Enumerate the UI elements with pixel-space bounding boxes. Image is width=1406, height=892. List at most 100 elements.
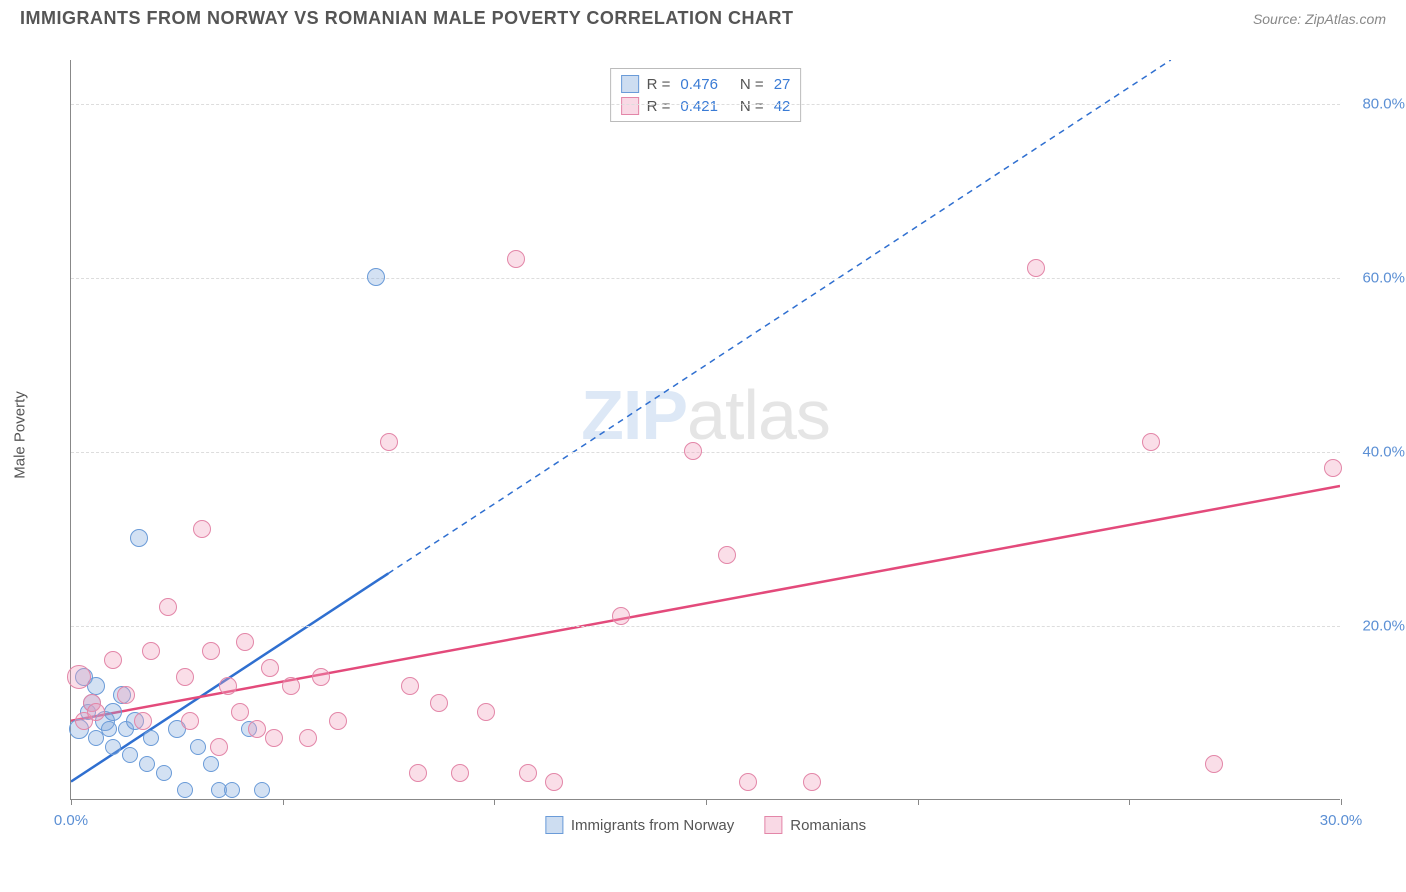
- scatter-point-romanians: [142, 642, 160, 660]
- scatter-point-romanians: [236, 633, 254, 651]
- gridline: [71, 452, 1340, 453]
- scatter-point-norway: [224, 782, 240, 798]
- chart-container: Male Poverty ZIPatlas R = 0.476 N = 27 R…: [50, 50, 1370, 820]
- scatter-point-romanians: [1142, 433, 1160, 451]
- legend-row-romanians: R = 0.421 N = 42: [621, 95, 791, 117]
- scatter-point-romanians: [282, 677, 300, 695]
- scatter-point-romanians: [545, 773, 563, 791]
- n-label: N =: [740, 76, 764, 93]
- xtick: [71, 799, 72, 805]
- scatter-point-norway: [190, 739, 206, 755]
- chart-title: IMMIGRANTS FROM NORWAY VS ROMANIAN MALE …: [20, 8, 794, 29]
- scatter-point-romanians: [104, 651, 122, 669]
- scatter-point-norway: [203, 756, 219, 772]
- scatter-point-romanians: [202, 642, 220, 660]
- swatch-pink-icon: [764, 816, 782, 834]
- scatter-point-norway: [104, 703, 122, 721]
- gridline: [71, 278, 1340, 279]
- scatter-point-romanians: [1205, 755, 1223, 773]
- scatter-point-norway: [122, 747, 138, 763]
- ytick-label: 40.0%: [1362, 443, 1405, 460]
- trend-lines-svg: [71, 60, 1340, 799]
- scatter-point-romanians: [612, 607, 630, 625]
- scatter-point-romanians: [477, 703, 495, 721]
- scatter-point-romanians: [176, 668, 194, 686]
- r-label: R =: [647, 76, 671, 93]
- plot-area: ZIPatlas R = 0.476 N = 27 R = 0.421 N = …: [70, 60, 1340, 800]
- scatter-point-norway: [367, 268, 385, 286]
- scatter-point-norway: [177, 782, 193, 798]
- scatter-point-romanians: [231, 703, 249, 721]
- scatter-point-romanians: [684, 442, 702, 460]
- swatch-blue-icon: [545, 816, 563, 834]
- scatter-point-romanians: [219, 677, 237, 695]
- legend-correlation: R = 0.476 N = 27 R = 0.421 N = 42: [610, 68, 802, 122]
- xtick: [1129, 799, 1130, 805]
- watermark-atlas: atlas: [687, 376, 830, 454]
- watermark: ZIPatlas: [581, 375, 830, 455]
- ytick-label: 20.0%: [1362, 617, 1405, 634]
- legend-label-romanians: Romanians: [790, 817, 866, 834]
- scatter-point-romanians: [739, 773, 757, 791]
- legend-item-romanians: Romanians: [764, 816, 866, 834]
- xtick: [283, 799, 284, 805]
- scatter-point-romanians: [67, 665, 91, 689]
- gridline: [71, 626, 1340, 627]
- n-label: N =: [740, 98, 764, 115]
- xtick: [918, 799, 919, 805]
- chart-header: IMMIGRANTS FROM NORWAY VS ROMANIAN MALE …: [0, 0, 1406, 33]
- scatter-point-romanians: [181, 712, 199, 730]
- swatch-blue-icon: [621, 75, 639, 93]
- r-value-norway: 0.476: [680, 76, 718, 93]
- scatter-point-romanians: [507, 250, 525, 268]
- n-value-norway: 27: [774, 76, 791, 93]
- legend-label-norway: Immigrants from Norway: [571, 817, 734, 834]
- y-axis-label: Male Poverty: [12, 391, 29, 479]
- scatter-point-romanians: [803, 773, 821, 791]
- scatter-point-norway: [101, 721, 117, 737]
- scatter-point-romanians: [299, 729, 317, 747]
- scatter-point-romanians: [210, 738, 228, 756]
- scatter-point-romanians: [159, 598, 177, 616]
- legend-item-norway: Immigrants from Norway: [545, 816, 734, 834]
- xtick-label: 30.0%: [1320, 812, 1363, 829]
- gridline: [71, 104, 1340, 105]
- legend-series: Immigrants from Norway Romanians: [545, 816, 866, 834]
- scatter-point-romanians: [451, 764, 469, 782]
- scatter-point-norway: [143, 730, 159, 746]
- scatter-point-romanians: [329, 712, 347, 730]
- scatter-point-romanians: [193, 520, 211, 538]
- scatter-point-romanians: [718, 546, 736, 564]
- xtick-label: 0.0%: [54, 812, 88, 829]
- scatter-point-romanians: [261, 659, 279, 677]
- scatter-point-romanians: [134, 712, 152, 730]
- scatter-point-romanians: [409, 764, 427, 782]
- xtick: [706, 799, 707, 805]
- legend-row-norway: R = 0.476 N = 27: [621, 73, 791, 95]
- swatch-pink-icon: [621, 97, 639, 115]
- scatter-point-romanians: [430, 694, 448, 712]
- scatter-point-romanians: [87, 703, 105, 721]
- scatter-point-romanians: [1027, 259, 1045, 277]
- scatter-point-norway: [105, 739, 121, 755]
- scatter-point-norway: [156, 765, 172, 781]
- xtick: [1341, 799, 1342, 805]
- scatter-point-romanians: [265, 729, 283, 747]
- xtick: [494, 799, 495, 805]
- watermark-zip: ZIP: [581, 376, 687, 454]
- scatter-point-romanians: [380, 433, 398, 451]
- scatter-point-romanians: [117, 686, 135, 704]
- scatter-point-norway: [254, 782, 270, 798]
- r-label: R =: [647, 98, 671, 115]
- scatter-point-romanians: [312, 668, 330, 686]
- scatter-point-romanians: [1324, 459, 1342, 477]
- ytick-label: 60.0%: [1362, 269, 1405, 286]
- r-value-romanians: 0.421: [680, 98, 718, 115]
- scatter-point-romanians: [401, 677, 419, 695]
- scatter-point-romanians: [519, 764, 537, 782]
- chart-source: Source: ZipAtlas.com: [1253, 11, 1386, 27]
- ytick-label: 80.0%: [1362, 95, 1405, 112]
- scatter-point-romanians: [248, 720, 266, 738]
- scatter-point-norway: [130, 529, 148, 547]
- scatter-point-norway: [139, 756, 155, 772]
